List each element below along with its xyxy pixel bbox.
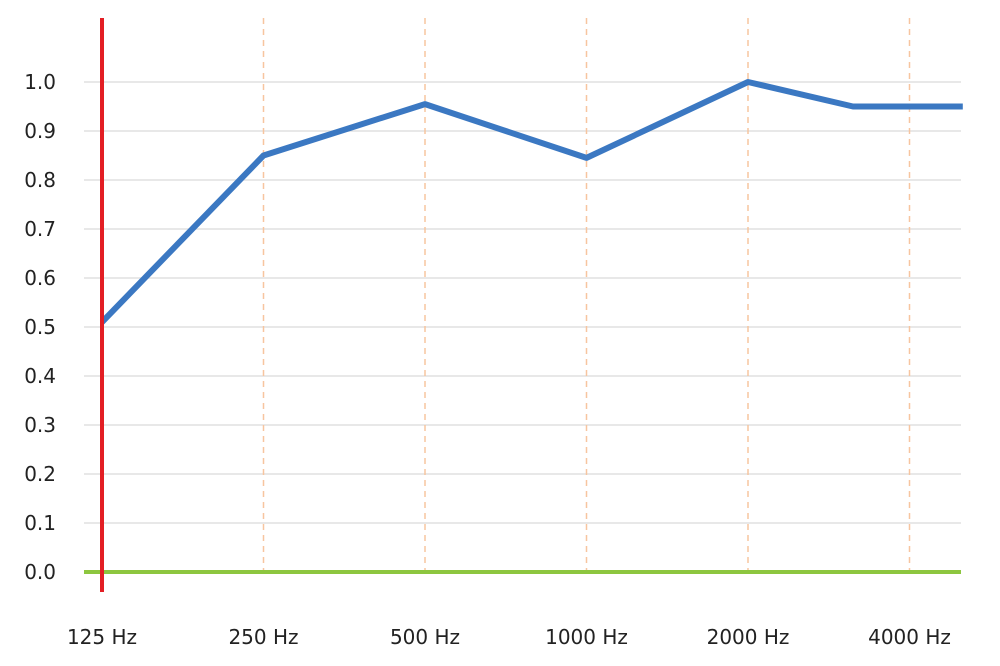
x-tick-label: 2000 Hz: [707, 625, 790, 649]
y-tick-label: 0.8: [24, 168, 56, 192]
x-tick-label: 500 Hz: [390, 625, 460, 649]
y-tick-label: 0.2: [24, 462, 56, 486]
x-tick-label: 1000 Hz: [545, 625, 628, 649]
y-tick-label: 0.5: [24, 315, 56, 339]
x-tick-labels: 125 Hz 250 Hz 500 Hz 1000 Hz 2000 Hz 4000 Hz: [67, 625, 951, 649]
y-tick-label: 0.3: [24, 413, 56, 437]
vertical-gridlines: [262, 18, 911, 572]
y-tick-label: 0.6: [24, 266, 56, 290]
x-tick-label: 125 Hz: [67, 625, 137, 649]
y-tick-label: 0.0: [24, 560, 56, 584]
y-tick-label: 0.1: [24, 511, 56, 535]
x-tick-label: 250 Hz: [228, 625, 298, 649]
y-tick-label: 0.7: [24, 217, 56, 241]
x-tick-label: 4000 Hz: [868, 625, 951, 649]
horizontal-gridlines: [84, 81, 961, 524]
y-tick-labels: 0.0 0.1 0.2 0.3 0.4 0.5 0.6 0.7 0.8 0.9 1.0: [24, 70, 56, 584]
y-tick-label: 0.4: [24, 364, 56, 388]
series-line: [99, 79, 963, 325]
y-tick-label: 0.9: [24, 119, 56, 143]
y-tick-label: 1.0: [24, 70, 56, 94]
